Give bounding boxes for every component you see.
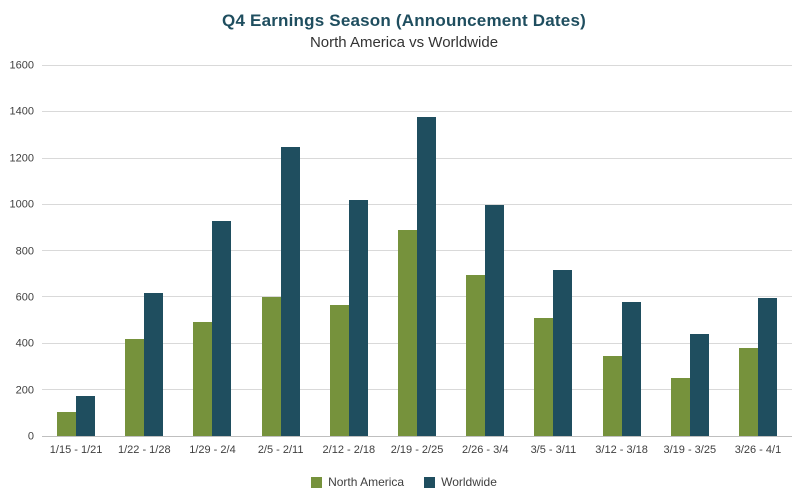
bar-worldwide — [76, 395, 96, 436]
legend-swatch — [311, 476, 323, 488]
bars — [42, 66, 792, 436]
y-tick-label: 1600 — [9, 59, 34, 72]
bar-group — [178, 66, 246, 436]
bar-north-america — [602, 356, 622, 436]
bar-north-america — [534, 318, 554, 436]
bar-group — [315, 66, 383, 436]
y-tick-label: 800 — [15, 245, 34, 257]
bar-group — [110, 66, 178, 436]
bar-north-america — [125, 338, 145, 436]
chart-body: 0 200 400 600 800 1000 1200 1400 1600 1/15 - 1/2… — [0, 60, 808, 465]
gridline — [42, 157, 792, 159]
legend-label: Worldwide — [441, 475, 497, 489]
bar-worldwide — [553, 269, 573, 436]
x-tick-label: 1/22 - 1/28 — [117, 444, 171, 456]
legend: North America Worldwide — [0, 467, 808, 497]
chart-title: Q4 Earnings Season (Announcement Dates) — [222, 11, 586, 30]
bar-north-america — [261, 297, 281, 436]
bar-group — [588, 66, 656, 436]
x-tick-label: 1/15 - 1/21 — [49, 444, 103, 456]
y-tick-label: 0 — [27, 430, 34, 443]
bar-worldwide — [689, 334, 709, 436]
x-tick-label: 3/12 - 3/18 — [595, 444, 648, 456]
legend-label: North America — [328, 475, 405, 489]
bar-north-america — [193, 321, 213, 436]
bar-group — [656, 66, 724, 436]
gridline — [42, 111, 792, 113]
x-tick-label: 3/26 - 4/1 — [734, 444, 782, 456]
bar-worldwide — [417, 116, 437, 436]
bar-worldwide — [757, 298, 777, 436]
gridline — [42, 203, 792, 205]
plot-wrap: 1/15 - 1/21 1/22 - 1/28 1/29 - 2/4 2/5 - 2/… — [42, 65, 792, 465]
bar-worldwide — [212, 220, 232, 436]
x-tick-label: 2/26 - 3/4 — [461, 444, 509, 456]
chart-header: Q4 Earnings Season (Announcement Dates) … — [0, 0, 808, 54]
bar-north-america — [57, 411, 77, 436]
bar-group — [451, 66, 519, 436]
x-tick-label: 2/19 - 2/25 — [390, 444, 444, 456]
bar-worldwide — [280, 146, 300, 436]
y-tick-label: 400 — [15, 337, 34, 350]
x-tick-label: 1/29 - 2/4 — [189, 444, 236, 456]
bar-worldwide — [485, 204, 505, 436]
y-axis: 0 200 400 600 800 1000 1200 1400 1600 — [0, 60, 42, 442]
bar-north-america — [398, 230, 418, 436]
x-tick-label: 3/5 - 3/11 — [530, 444, 577, 456]
y-tick-label: 600 — [15, 291, 34, 304]
bar-north-america — [670, 378, 690, 436]
x-axis: 1/15 - 1/21 1/22 - 1/28 1/29 - 2/4 2/5 - 2/… — [42, 437, 792, 465]
bar-north-america — [738, 348, 758, 436]
bar-worldwide — [144, 292, 164, 436]
bar-group — [247, 66, 315, 436]
gridline — [42, 65, 792, 66]
bar-group — [42, 66, 110, 436]
y-tick-label: 200 — [15, 384, 34, 397]
y-tick-label: 1000 — [9, 198, 34, 211]
bar-north-america — [466, 275, 486, 436]
y-tick-label: 1400 — [9, 105, 34, 118]
y-tick-label: 1200 — [9, 152, 34, 165]
chart-subtitle: North America vs Worldwide — [309, 34, 499, 51]
legend-item: North America — [311, 475, 404, 489]
x-tick-label: 2/12 - 2/18 — [322, 444, 376, 456]
bar-group — [724, 66, 792, 436]
legend-swatch — [424, 476, 436, 488]
x-tick-label: 2/5 - 2/11 — [257, 444, 304, 456]
x-tick-label: 3/19 - 3/25 — [663, 444, 717, 456]
bar-worldwide — [621, 301, 641, 436]
bar-group — [519, 66, 587, 436]
bar-worldwide — [348, 200, 368, 436]
bar-north-america — [329, 305, 349, 436]
bar-group — [383, 66, 451, 436]
legend-item: Worldwide — [424, 475, 497, 489]
plot-area — [42, 65, 792, 437]
